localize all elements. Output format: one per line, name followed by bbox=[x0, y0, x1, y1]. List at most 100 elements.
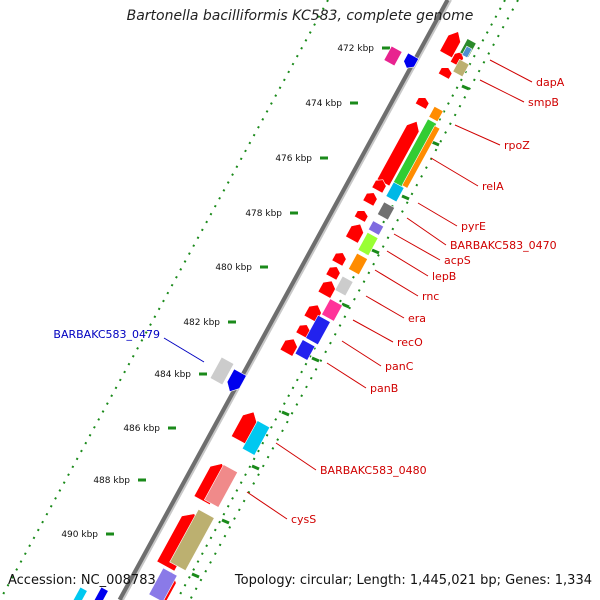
gene-feature bbox=[241, 420, 271, 456]
ruler-tick bbox=[221, 518, 230, 525]
ruler-tick bbox=[341, 302, 350, 309]
ruler-label: 486 kbp bbox=[123, 424, 160, 434]
ruler-tick bbox=[311, 356, 320, 363]
gene-feature bbox=[209, 356, 235, 386]
gene-arrow bbox=[321, 298, 343, 322]
gene-arrow bbox=[148, 567, 178, 600]
gene-arrow bbox=[325, 266, 341, 281]
gene-label-leader bbox=[454, 124, 501, 146]
accession-text: Accession: NC_008783 bbox=[8, 573, 156, 588]
gene-label-leader bbox=[489, 59, 533, 83]
gene-arrow bbox=[241, 420, 271, 456]
ruler-label: 478 kbp bbox=[245, 209, 282, 219]
ruler-label: 488 kbp bbox=[93, 476, 130, 486]
ruler-ticks bbox=[106, 46, 470, 579]
gene-arrow bbox=[403, 52, 420, 69]
ruler-label: 480 kbp bbox=[215, 263, 252, 273]
gene-feature bbox=[376, 201, 396, 221]
gene-feature bbox=[294, 339, 316, 361]
chromosome-backbone-highlight bbox=[122, 0, 452, 600]
ruler-tick bbox=[191, 572, 200, 579]
ruler-label: 490 kbp bbox=[61, 530, 98, 540]
gene-arrow bbox=[169, 508, 215, 572]
gene-arrow bbox=[362, 192, 378, 207]
gene-arrow bbox=[226, 368, 247, 393]
gene-labels: dapA smpB rpoZ relA pyrE BARBAKC583_0470 acpS l… bbox=[53, 76, 564, 526]
gene-arrow bbox=[461, 45, 473, 59]
gene-arrow bbox=[428, 105, 444, 123]
gene-arrow bbox=[279, 338, 298, 357]
ruler-tick bbox=[461, 84, 470, 91]
gene-arrow bbox=[357, 231, 379, 257]
gene-feature bbox=[414, 97, 430, 110]
gene-label-leader bbox=[365, 295, 405, 319]
ruler-line-third bbox=[189, 0, 519, 600]
gene-label-leader bbox=[326, 362, 367, 389]
gene-feature bbox=[334, 275, 354, 297]
ruler-label: 474 kbp bbox=[305, 99, 342, 109]
gene-label: BARBAKC583_0479 bbox=[53, 328, 160, 341]
gene-label: relA bbox=[482, 180, 504, 193]
gene-feature bbox=[325, 266, 341, 281]
ruler-tick bbox=[281, 410, 290, 417]
ruler-label: 484 kbp bbox=[154, 370, 191, 380]
gene-label-leader bbox=[393, 233, 441, 261]
gene-label: dapA bbox=[536, 76, 565, 89]
gene-label: BARBAKC583_0480 bbox=[320, 464, 427, 477]
gene-label-leader bbox=[430, 157, 479, 187]
gene-arrow bbox=[414, 97, 430, 110]
ruler-labels: 472 kbp 474 kbp 476 kbp 478 kbp 480 kbp 482 k… bbox=[61, 44, 374, 540]
gene-feature bbox=[321, 298, 343, 322]
gene-arrow bbox=[345, 223, 364, 244]
gene-arrow bbox=[209, 356, 235, 386]
gene-feature bbox=[169, 508, 215, 572]
gene-arrow bbox=[437, 67, 453, 80]
gene-arrow bbox=[72, 586, 88, 600]
gene-feature bbox=[331, 252, 347, 267]
gene-label: panB bbox=[370, 382, 398, 395]
gene-label: panC bbox=[385, 360, 414, 373]
gene-arrow bbox=[452, 58, 470, 78]
genome-summary-text: Topology: circular; Length: 1,445,021 bp… bbox=[234, 573, 592, 588]
gene-arrow bbox=[367, 220, 385, 236]
gene-feature bbox=[367, 220, 385, 236]
ruler-tick bbox=[371, 248, 380, 255]
gene-feature bbox=[461, 45, 473, 59]
gene-arrow bbox=[203, 464, 239, 508]
gene-arrow bbox=[376, 201, 396, 221]
map-title: Bartonella bacilliformis KC583, complete… bbox=[126, 8, 474, 24]
gene-label-leader bbox=[479, 79, 525, 103]
label-leader-lines bbox=[163, 59, 533, 520]
ruler-label: 472 kbp bbox=[337, 44, 374, 54]
gene-feature bbox=[348, 252, 368, 276]
gene-feature bbox=[353, 210, 369, 223]
gene-feature bbox=[305, 314, 331, 346]
gene-label-leader bbox=[386, 250, 429, 277]
gene-feature bbox=[403, 52, 420, 69]
gene-feature bbox=[279, 338, 298, 357]
gene-label-leader bbox=[406, 217, 447, 246]
gene-feature bbox=[401, 125, 441, 189]
ruler-label: 482 kbp bbox=[183, 318, 220, 328]
gene-feature bbox=[452, 58, 470, 78]
gene-label-leader bbox=[275, 442, 317, 471]
gene-feature bbox=[428, 105, 444, 123]
gene-arrow bbox=[331, 252, 347, 267]
gene-label-leader bbox=[246, 491, 288, 520]
gene-arrow bbox=[334, 275, 354, 297]
gene-features bbox=[72, 31, 477, 600]
gene-arrow bbox=[383, 45, 403, 67]
ruler-tick bbox=[251, 464, 260, 471]
gene-label: lepB bbox=[432, 270, 456, 283]
gene-arrow bbox=[401, 125, 441, 189]
gene-arrow bbox=[385, 181, 405, 203]
gene-arrow bbox=[353, 210, 369, 223]
gene-feature bbox=[203, 464, 239, 508]
ruler-line-outer bbox=[0, 0, 329, 600]
gene-feature bbox=[371, 179, 387, 194]
gene-feature bbox=[345, 223, 364, 244]
gene-label: rpoZ bbox=[504, 139, 530, 152]
gene-arrow bbox=[305, 314, 331, 346]
gene-feature bbox=[362, 192, 378, 207]
